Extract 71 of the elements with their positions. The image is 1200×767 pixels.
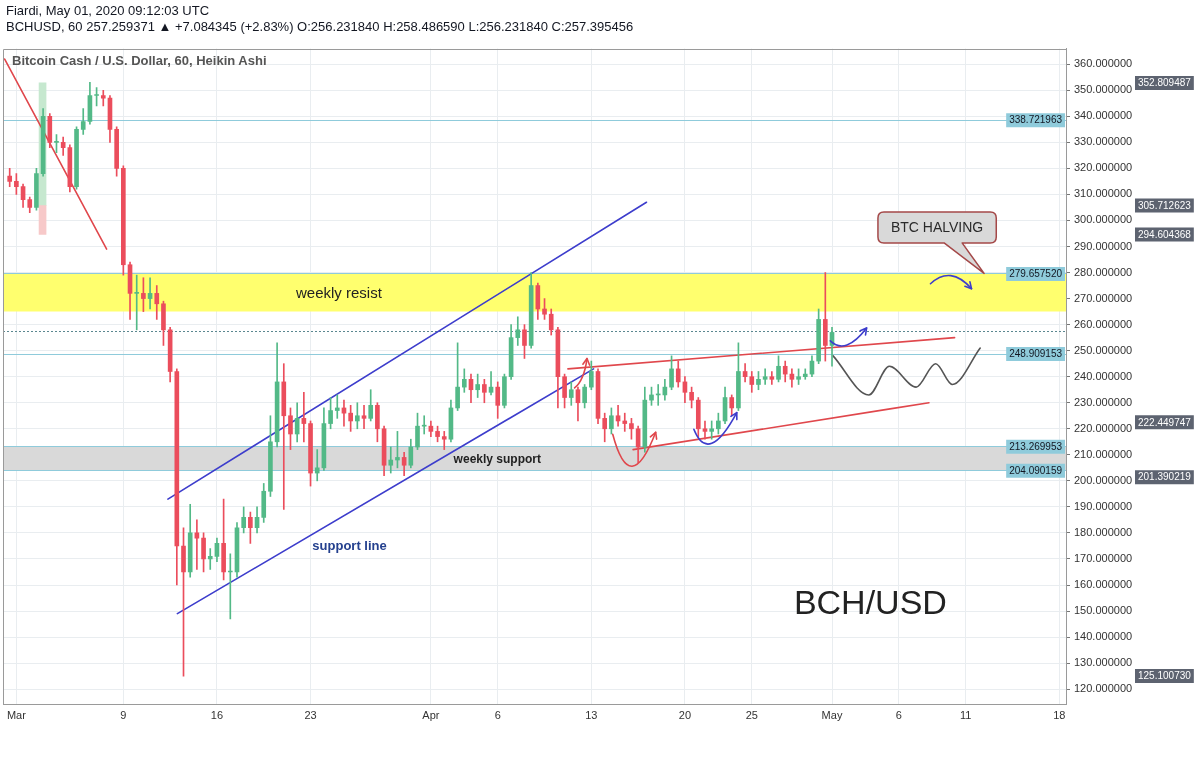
text: 352.809487 <box>1138 77 1192 89</box>
text: 201.390219 <box>1138 471 1192 483</box>
y-tick-label: 220.000000 <box>1074 421 1133 434</box>
text: 222.449747 <box>1138 416 1192 428</box>
x-tick-label: 18 <box>1053 709 1066 722</box>
x-tick-label: 6 <box>494 709 501 722</box>
x-tick-label: 13 <box>585 709 598 722</box>
y-tick-label: 190.000000 <box>1074 499 1133 512</box>
candlestick <box>314 449 320 482</box>
x-tick-label: 11 <box>960 709 972 722</box>
ref-line-label: 338.721963 <box>1009 114 1063 126</box>
y-tick-label: 320.000000 <box>1074 161 1133 174</box>
ref-line-label: 204.090159 <box>1009 464 1063 476</box>
candlestick <box>361 405 367 430</box>
annotation: BTC HALVING <box>890 219 984 236</box>
y-tick-label: 310.000000 <box>1074 187 1133 200</box>
candlestick <box>134 274 140 331</box>
x-tick-label: May <box>821 709 843 722</box>
ref-line-label: 213.269953 <box>1009 441 1063 453</box>
y-tick-label: 210.000000 <box>1074 447 1133 460</box>
y-tick-label: 170.000000 <box>1074 552 1133 565</box>
y-tick-label: 160.000000 <box>1074 578 1133 591</box>
y-tick-label: 300.000000 <box>1074 213 1133 226</box>
y-tick-label: 330.000000 <box>1074 135 1133 148</box>
ref-line-label: 279.657520 <box>1009 268 1063 280</box>
candlestick <box>421 415 427 435</box>
x-tick-label: 20 <box>678 709 692 722</box>
ref-line-label: 248.909153 <box>1009 348 1063 360</box>
x-tick-label: 25 <box>745 709 758 722</box>
y-tick-label: 150.000000 <box>1074 604 1133 617</box>
candlestick <box>281 363 287 510</box>
annotation: support line <box>312 537 387 553</box>
y-tick-label: 290.000000 <box>1074 239 1133 252</box>
candlestick <box>334 394 340 419</box>
x-tick-label: Mar <box>6 709 27 722</box>
x-tick-label: 16 <box>210 709 224 722</box>
y-tick-label: 200.000000 <box>1074 473 1133 486</box>
y-tick-label: 360.000000 <box>1074 57 1133 70</box>
candlestick <box>388 446 394 474</box>
y-tick-label: 260.000000 <box>1074 317 1133 330</box>
candlestick <box>702 420 708 440</box>
y-tick-label: 340.000000 <box>1074 109 1133 122</box>
y-tick-label: 130.000000 <box>1074 656 1133 669</box>
line-series <box>832 347 981 396</box>
y-tick-label: 140.000000 <box>1074 630 1133 643</box>
y-tick-label: 230.000000 <box>1074 395 1133 408</box>
y-tick-label: 280.000000 <box>1074 265 1133 278</box>
candlestick <box>475 373 480 398</box>
x-tick-label: 6 <box>895 709 902 722</box>
candlestick <box>622 412 628 432</box>
text: 125.100730 <box>1138 670 1192 682</box>
y-tick-label: 120.000000 <box>1074 682 1133 695</box>
candlestick <box>100 89 106 107</box>
annotation: BCH/USD <box>793 582 947 621</box>
x-tick-label: Apr <box>422 709 440 722</box>
candlestick <box>207 548 213 570</box>
text: 305.712623 <box>1138 199 1192 211</box>
x-tick-label: 9 <box>120 709 127 722</box>
y-tick-label: 270.000000 <box>1074 291 1133 304</box>
text: Fiardi, May 01, 2020 09:12:03 UTC <box>6 3 210 18</box>
text: 294.604368 <box>1138 228 1192 240</box>
chart-title: Bitcoin Cash / U.S. Dollar, 60, Heikin Ashi <box>12 53 267 69</box>
y-tick-label: 180.000000 <box>1074 525 1133 538</box>
y-tick-label: 350.000000 <box>1074 83 1133 96</box>
candlestick <box>441 431 447 450</box>
y-tick-label: 250.000000 <box>1074 343 1133 356</box>
y-tick-label: 240.000000 <box>1074 369 1133 382</box>
band-label: weekly support <box>452 451 541 466</box>
x-tick-label: 23 <box>304 709 317 722</box>
chart-subtitle: BCHUSD, 60 257.259371 ▲ +7.084345 (+2.83%) O:256.231840 H:258.486590 L:256.231840 C:257.395456 <box>6 19 634 34</box>
band-label: weekly resist <box>294 283 383 301</box>
